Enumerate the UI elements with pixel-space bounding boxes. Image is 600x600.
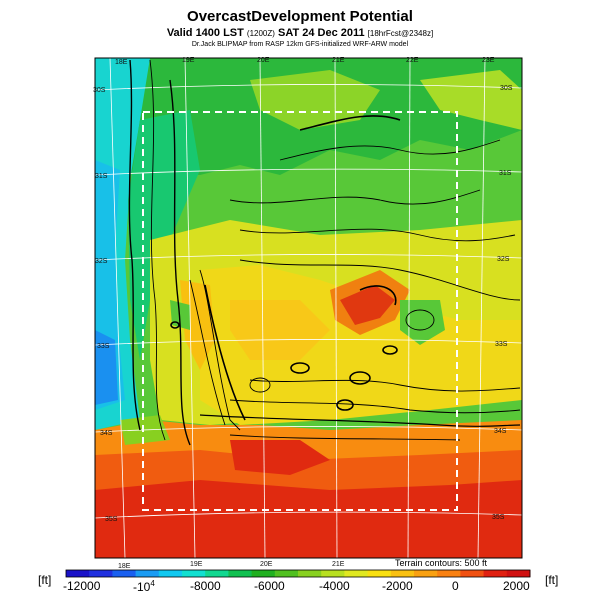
lon-label-bottom: 21E bbox=[332, 561, 345, 568]
colorbar-frame bbox=[65, 569, 531, 578]
colorbar-swatch bbox=[390, 570, 415, 577]
terrain-contours-note: Terrain contours: 500 ft bbox=[395, 558, 488, 568]
lat-label-left: 34S bbox=[100, 430, 113, 437]
grid-labels: 18E 19E 20E 21E 22E 23E 18E 19E 20E 21E … bbox=[93, 57, 513, 570]
colorbar-swatch bbox=[298, 570, 322, 577]
lat-label-right: 34S bbox=[494, 428, 507, 435]
colorbar-tick-base: -10 bbox=[133, 580, 151, 594]
lon-label-top: 23E bbox=[482, 57, 495, 64]
lon-label-top: 21E bbox=[332, 57, 345, 64]
colorbar-tick-label: -104 bbox=[133, 579, 155, 594]
colorbar-swatch bbox=[135, 570, 160, 577]
colorbar-swatch bbox=[112, 570, 137, 577]
colorbar bbox=[66, 570, 531, 577]
colorbar-swatch bbox=[205, 570, 229, 577]
valid-time-line: Valid 1400 LST (1200Z) SAT 24 Dec 2011 [… bbox=[0, 27, 600, 39]
map-title: OvercastDevelopment Potential bbox=[187, 8, 413, 25]
colorbar-swatch bbox=[251, 570, 276, 577]
valid-prefix: Valid 1400 LST bbox=[166, 27, 247, 39]
colorbar-swatch bbox=[228, 570, 253, 577]
colorbar-tick-label: -6000 bbox=[254, 579, 285, 593]
lon-label-top: 20E bbox=[257, 57, 270, 64]
colorbar-tick-label: 2000 bbox=[503, 579, 530, 593]
lat-label-right: 31S bbox=[499, 170, 512, 177]
lat-lon-grid bbox=[95, 58, 522, 558]
colorbar-swatch bbox=[344, 570, 369, 577]
model-credit: Dr.Jack BLIPMAP from RASP 12km GFS-initi… bbox=[191, 41, 409, 48]
colorbar-swatch bbox=[182, 570, 206, 577]
lon-label-bottom: 18E bbox=[118, 563, 131, 570]
lat-label-left: 30S bbox=[93, 87, 106, 94]
valid-date: SAT 24 Dec 2011 bbox=[274, 27, 368, 39]
colorbar-tick-exponent: 4 bbox=[150, 579, 155, 588]
overcast-development-field bbox=[95, 58, 522, 558]
lon-label-bottom: 19E bbox=[190, 561, 203, 568]
lat-label-right: 30S bbox=[500, 85, 513, 92]
colorbar-swatch bbox=[274, 570, 299, 577]
lat-label-left: 35S bbox=[105, 516, 118, 523]
colorbar-tick-label: -12000 bbox=[63, 579, 101, 593]
lat-label-right: 35S bbox=[492, 514, 505, 521]
colorbar-swatch bbox=[414, 570, 438, 577]
lon-label-bottom: 20E bbox=[260, 561, 273, 568]
colorbar-swatch bbox=[321, 570, 345, 577]
lat-label-right: 32S bbox=[497, 256, 510, 263]
colorbar-swatch bbox=[66, 570, 90, 577]
lat-label-left: 33S bbox=[97, 343, 110, 350]
colorbar-unit-right: [ft] bbox=[545, 573, 558, 587]
colorbar-unit-left: [ft] bbox=[38, 573, 51, 587]
colorbar-tick-label: -2000 bbox=[382, 579, 413, 593]
colorbar-swatch bbox=[483, 570, 508, 577]
lat-label-left: 32S bbox=[95, 258, 108, 265]
lon-label-top: 19E bbox=[182, 57, 195, 64]
valid-suffix: [18hrFcst@2348z] bbox=[367, 29, 434, 38]
map-border bbox=[94, 57, 523, 559]
lon-label-top: 22E bbox=[406, 57, 419, 64]
colorbar-swatch bbox=[437, 570, 461, 577]
colorbar-swatch bbox=[367, 570, 392, 577]
colorbar-swatch bbox=[89, 570, 113, 577]
colorbar-tick-label: -8000 bbox=[190, 579, 221, 593]
colorbar-swatch bbox=[506, 570, 531, 577]
colorbar-tick-label: 0 bbox=[452, 579, 459, 593]
terrain-contours bbox=[128, 59, 521, 446]
lon-label-top: 18E bbox=[115, 59, 128, 66]
valid-utc: (1200Z) bbox=[246, 29, 275, 38]
lat-label-right: 33S bbox=[495, 341, 508, 348]
lat-label-left: 31S bbox=[95, 173, 108, 180]
colorbar-swatch bbox=[460, 570, 485, 577]
inner-domain-box bbox=[142, 111, 458, 511]
colorbar-swatch bbox=[158, 570, 183, 577]
colorbar-tick-label: -4000 bbox=[319, 579, 350, 593]
